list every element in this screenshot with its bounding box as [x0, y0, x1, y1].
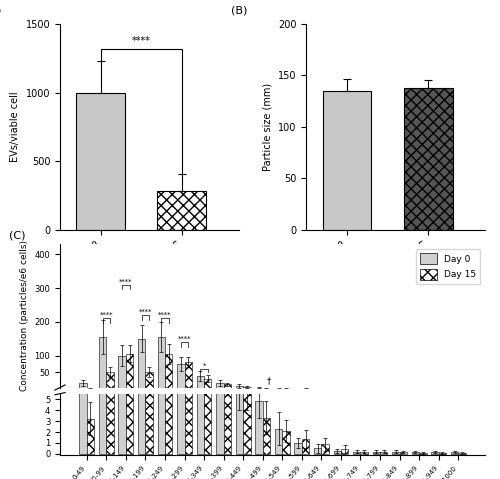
- Bar: [118, 0, 126, 454]
- Bar: [458, 453, 466, 454]
- Bar: [302, 439, 310, 454]
- Text: ****: ****: [100, 312, 113, 318]
- Bar: [419, 453, 426, 454]
- Bar: [314, 448, 322, 454]
- Bar: [204, 379, 212, 389]
- Bar: [126, 354, 134, 389]
- X-axis label: Differentiation Timepoint: Differentiation Timepoint: [84, 271, 215, 281]
- Bar: [412, 452, 419, 454]
- Legend: Day 0, Day 15: Day 0, Day 15: [416, 249, 480, 285]
- Bar: [360, 452, 368, 454]
- Bar: [196, 376, 204, 389]
- Bar: [404, 88, 452, 230]
- Bar: [392, 452, 400, 454]
- Bar: [353, 452, 360, 454]
- Bar: [216, 383, 224, 389]
- Bar: [184, 0, 192, 454]
- Bar: [451, 452, 458, 454]
- Y-axis label: Concentration (particles/e6 cells): Concentration (particles/e6 cells): [20, 240, 29, 391]
- Bar: [99, 0, 106, 454]
- Text: *: *: [202, 363, 206, 369]
- Bar: [282, 431, 290, 454]
- Bar: [118, 355, 126, 389]
- Bar: [80, 246, 86, 454]
- Bar: [158, 0, 165, 454]
- Bar: [262, 388, 270, 389]
- Bar: [86, 419, 94, 454]
- Bar: [204, 114, 212, 454]
- Bar: [138, 0, 145, 454]
- Bar: [165, 354, 172, 389]
- Bar: [224, 300, 231, 454]
- Bar: [80, 383, 86, 389]
- Bar: [165, 0, 172, 454]
- Bar: [262, 418, 270, 454]
- Bar: [322, 444, 329, 454]
- Bar: [158, 337, 165, 389]
- Bar: [243, 377, 250, 454]
- Bar: [158, 192, 206, 230]
- Y-axis label: EVs/viable cell: EVs/viable cell: [10, 91, 20, 162]
- Text: ****: ****: [138, 309, 152, 315]
- Text: †: †: [266, 376, 270, 386]
- Y-axis label: Particle size (mm): Particle size (mm): [262, 83, 272, 171]
- Bar: [372, 452, 380, 454]
- Text: (A): (A): [0, 6, 2, 16]
- Bar: [236, 355, 243, 454]
- Bar: [106, 372, 114, 389]
- Bar: [177, 364, 184, 389]
- Bar: [126, 0, 134, 454]
- Bar: [256, 388, 262, 389]
- Bar: [146, 372, 153, 389]
- Bar: [99, 337, 106, 389]
- Text: (B): (B): [232, 6, 248, 16]
- Bar: [275, 429, 282, 454]
- Bar: [275, 388, 282, 389]
- Text: ****: ****: [119, 278, 132, 285]
- Bar: [380, 452, 388, 454]
- Bar: [322, 91, 372, 230]
- Bar: [177, 0, 184, 454]
- Bar: [196, 15, 204, 454]
- Bar: [438, 453, 446, 454]
- Bar: [400, 452, 407, 454]
- Text: ****: ****: [178, 336, 192, 342]
- Bar: [224, 385, 231, 389]
- Bar: [216, 257, 224, 454]
- Bar: [256, 401, 262, 454]
- X-axis label: Differentiation Timepoint: Differentiation Timepoint: [330, 271, 461, 281]
- Bar: [138, 339, 145, 389]
- Bar: [294, 443, 302, 454]
- Bar: [76, 92, 125, 230]
- Bar: [236, 386, 243, 389]
- Bar: [86, 388, 94, 389]
- Bar: [282, 388, 290, 389]
- Bar: [106, 0, 114, 454]
- Text: ****: ****: [132, 36, 150, 46]
- Bar: [432, 452, 438, 454]
- Bar: [334, 451, 341, 454]
- Text: ****: ****: [158, 312, 172, 318]
- Bar: [341, 449, 348, 454]
- Bar: [243, 387, 250, 389]
- Bar: [146, 0, 153, 454]
- Text: (C): (C): [9, 230, 26, 240]
- Bar: [184, 362, 192, 389]
